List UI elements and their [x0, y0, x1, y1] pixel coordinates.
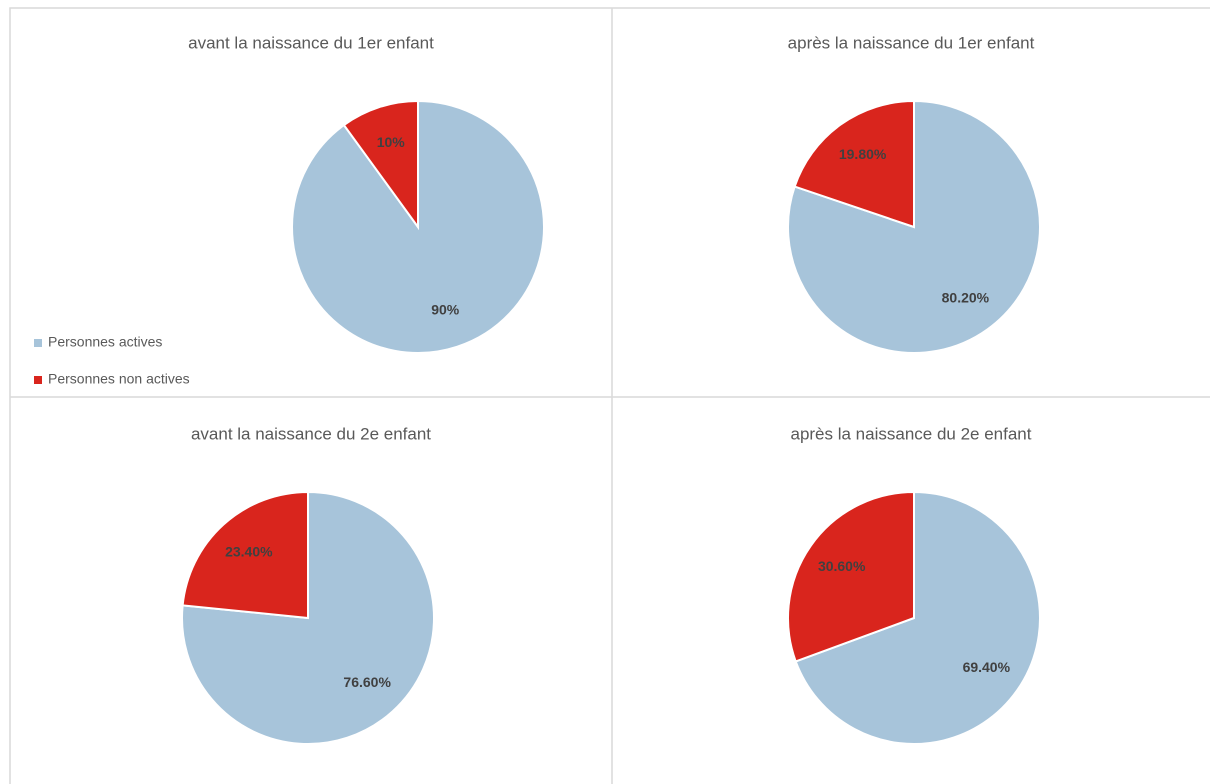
chart-title: avant la naissance du 1er enfant — [188, 33, 434, 52]
data-label: 30.60% — [818, 558, 866, 574]
pie-slice — [787, 490, 915, 663]
chart-title: après la naissance du 2e enfant — [790, 424, 1031, 443]
legend-swatch — [34, 376, 42, 384]
frame — [9, 7, 1210, 784]
pie-slice — [794, 490, 1041, 745]
data-label: 76.60% — [343, 674, 391, 690]
data-label: 90% — [431, 302, 460, 318]
data-label: 19.80% — [839, 146, 887, 162]
legend-swatch — [34, 339, 42, 347]
pie-slice — [181, 490, 309, 620]
data-label: 69.40% — [963, 659, 1011, 675]
data-label: 80.20% — [942, 289, 990, 305]
chart-title: avant la naissance du 2e enfant — [191, 424, 431, 443]
legend-label: Personnes non actives — [48, 371, 190, 387]
pie-slice — [793, 99, 915, 229]
pie-slice — [342, 99, 419, 231]
legend-label: Personnes actives — [48, 334, 162, 350]
data-label: 10% — [377, 134, 406, 150]
chart-title: après la naissance du 1er enfant — [788, 33, 1035, 52]
data-label: 23.40% — [225, 543, 273, 559]
